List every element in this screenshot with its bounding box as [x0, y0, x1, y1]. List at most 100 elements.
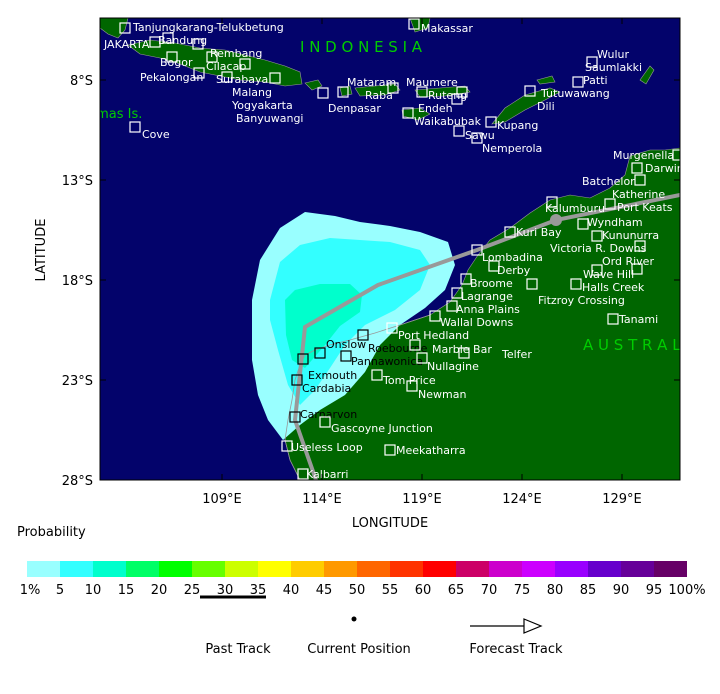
town-marker-icon	[129, 121, 141, 133]
town-label: Port Keats	[617, 201, 673, 214]
town-marker-icon	[314, 347, 326, 359]
town-marker-icon	[357, 329, 369, 341]
town-label: Kununurra	[602, 229, 659, 242]
colorbar-label: 75	[514, 583, 531, 598]
past-track-label: Past Track	[205, 642, 271, 657]
town-victoria-r-downs: Victoria R. Downs	[550, 240, 647, 255]
town-anna-plains: Anna Plains	[446, 300, 520, 316]
colorbar-label: 70	[481, 583, 498, 598]
town-marker-icon	[166, 51, 178, 63]
town-label: Cilacap	[206, 60, 246, 73]
town-label: Ruteng	[428, 89, 467, 102]
town-label: Marble Bar	[432, 343, 492, 356]
map-area: Tanjungkarang-Telukbetung JAKARTA Bandung R…	[100, 18, 706, 481]
town-label: Raba	[365, 89, 393, 102]
town-port-hedland: Port Hedland	[386, 322, 469, 342]
town-label: Mataram	[347, 76, 396, 89]
town-marker-icon	[402, 107, 414, 119]
colorbar-swatch	[27, 561, 60, 577]
town-marker-icon	[451, 93, 463, 105]
town-jakarta: JAKARTA	[103, 36, 161, 51]
town-marker-icon	[371, 369, 383, 381]
town-label: Broome	[470, 277, 513, 290]
town-label: Makassar	[421, 22, 473, 35]
town-marker-icon	[471, 244, 483, 256]
land-wetar	[536, 75, 556, 85]
colorbar-swatch	[192, 561, 225, 577]
town-marker-icon	[193, 67, 205, 79]
town-label: Kalumburu	[545, 202, 605, 215]
town-marker-icon	[409, 339, 421, 351]
region-label-indonesia: I N D O N E S I A	[300, 38, 423, 56]
town-marker-icon	[149, 36, 161, 48]
town-marker-icon	[297, 353, 309, 365]
town-batchelor: Batchelor	[582, 174, 646, 188]
town-pekalongan: Pekalongan	[140, 67, 205, 84]
axis-ticks: 109°E 114°E 119°E 124°E 129°E 8°S 13°S 18°S 23°S…	[62, 18, 680, 507]
town-marker-icon	[269, 72, 281, 84]
town-marker-icon	[221, 71, 233, 83]
town-darwin: Darwin	[631, 162, 680, 175]
lat-tick-label: 23°S	[62, 374, 93, 389]
town-tanjungkarang-telukbetung: Tanjungkarang-Telukbetung	[119, 21, 284, 34]
town-label: Lagrange	[461, 290, 513, 303]
colorbar-label: 40	[283, 583, 300, 598]
town-denpasar: Denpasar	[317, 87, 381, 115]
region-label-australia: A U S T R A L I A	[583, 336, 706, 354]
town-label: Wulur	[597, 48, 629, 61]
towns: Tanjungkarang-Telukbetung JAKARTA Bandung R…	[103, 18, 680, 481]
lon-tick-label: 119°E	[402, 492, 442, 507]
town-label: Carnarvon	[300, 408, 357, 421]
town-broome: Broome	[460, 273, 513, 290]
lon-tick-label: 114°E	[302, 492, 342, 507]
lat-tick-label: 13°S	[62, 174, 93, 189]
town-mataram: Mataram	[337, 76, 396, 98]
town-label: Tutuwawang	[540, 87, 610, 100]
town-marker-icon	[162, 32, 174, 44]
town-label: Halls Creek	[582, 281, 645, 294]
town-label: Telfer	[501, 348, 532, 361]
town-label: Onslow	[326, 338, 366, 351]
x-axis-label: LONGITUDE	[352, 516, 428, 531]
town-marker-icon	[672, 149, 680, 161]
town-label: Tanjungkarang-Telukbetung	[132, 21, 284, 34]
town-endeh: Endeh	[418, 93, 463, 115]
town-marker-icon	[291, 374, 303, 386]
town-derby: Derby	[488, 260, 531, 277]
town-wallal-downs: Wallal Downs	[429, 310, 513, 329]
town-label: Dili	[537, 100, 555, 113]
colorbar-swatch	[60, 561, 93, 577]
town-cardabia: Cardabia	[291, 374, 351, 395]
town-label: Gascoyne Junction	[331, 422, 433, 435]
town-marker-icon	[289, 411, 301, 423]
lon-tick-label: 129°E	[602, 492, 642, 507]
colorbar-swatch	[126, 561, 159, 577]
town-banyuwangi: Banyuwangi	[236, 112, 304, 125]
colorbar-label: 90	[613, 583, 630, 598]
town-marker-icon	[631, 162, 643, 174]
colorbar-swatch	[588, 561, 621, 577]
colorbar-swatch	[522, 561, 555, 577]
town-marker-icon	[577, 218, 589, 230]
town-label: JAKARTA	[103, 38, 150, 51]
colorbar-swatch	[555, 561, 588, 577]
lat-tick-label: 28°S	[62, 474, 93, 489]
town-yogyakarta: Yogyakarta	[231, 72, 293, 112]
town-label: Maumere	[406, 76, 458, 89]
town-wave-hill: Wave Hill	[583, 264, 634, 281]
town-marker-icon	[631, 263, 643, 275]
town-marker-icon	[317, 87, 329, 99]
town-label: Nemperola	[482, 142, 542, 155]
colorbar-swatch	[489, 561, 522, 577]
town-onslow: Onslow	[314, 338, 366, 359]
town-bandung: Bandung	[158, 32, 207, 47]
town-cove: Cove	[129, 121, 170, 141]
town-marker-icon	[591, 264, 603, 276]
town-marker-icon	[429, 310, 441, 322]
town-label: Bogor	[160, 56, 193, 69]
town-makassar: Makassar	[408, 18, 473, 35]
town-marker-icon	[319, 416, 331, 428]
town-label: Kalbarri	[306, 468, 348, 481]
town-marker-icon	[446, 300, 458, 312]
town-waikabubak: Waikabubak	[402, 107, 482, 128]
